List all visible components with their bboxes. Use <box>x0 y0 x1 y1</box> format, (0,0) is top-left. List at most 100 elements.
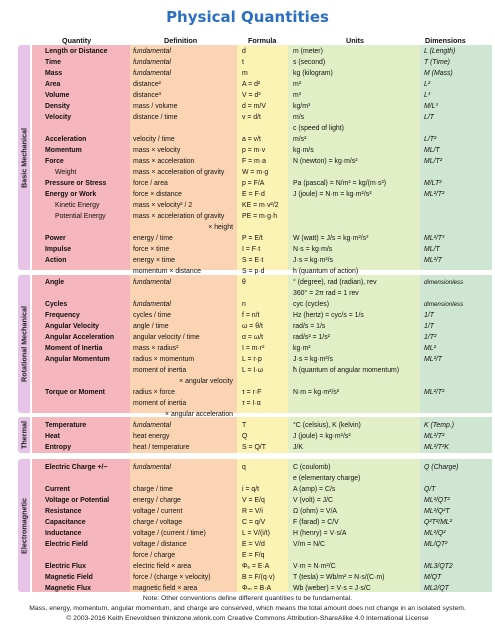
table-row: × angular velocity <box>0 376 495 387</box>
formula-cell: n <box>242 301 246 308</box>
definition-cell: charge / time <box>133 486 173 493</box>
dimensions-cell: ML3/QT2 <box>424 563 453 570</box>
table-row: Angular Momentum radius × momentum L = r·p… <box>0 354 495 365</box>
definition-cell: voltage / (current / time) <box>133 530 206 537</box>
units-cell: kg·m² <box>293 345 311 352</box>
quantity-cell: Potential Energy <box>55 213 106 220</box>
quantity-cell: Volume <box>45 92 70 99</box>
page-title: Physical Quantities <box>166 8 329 26</box>
dimensions-cell: 1/T² <box>424 334 437 341</box>
band-quantity <box>32 417 130 453</box>
definition-cell: mass × velocity² / 2 <box>133 202 193 209</box>
table-row: Area distance² A = d² m² L² <box>0 79 495 90</box>
definition-cell: fundamental <box>133 59 171 66</box>
units-cell: rad/s² = 1/s² <box>293 334 330 341</box>
table-row: Mass fundamental m kg (kilogram) M (Mass) <box>0 68 495 79</box>
definition-cell: mass × radius² <box>133 345 179 352</box>
band-dimensions <box>420 417 492 453</box>
formula-cell: Φₑ = E·A <box>242 563 270 570</box>
table-row: Volume distance³ V = d³ m³ L³ <box>0 90 495 101</box>
units-cell: rad/s = 1/s <box>293 323 326 330</box>
units-cell: kg/m³ <box>293 103 311 110</box>
units-cell: ħ (quantum of angular momentum) <box>293 367 400 374</box>
dimensions-cell: ML²/T² <box>424 191 445 198</box>
dimensions-cell: L/T <box>424 114 434 121</box>
definition-cell: fundamental <box>133 464 171 471</box>
dimensions-cell: M (Mass) <box>424 70 453 77</box>
quantity-cell: Momentum <box>45 147 82 154</box>
formula-cell: B = F/(q·v) <box>242 574 275 581</box>
dimensions-cell: K (Temp.) <box>424 422 454 429</box>
section-basic-mechanical: Basic Mechanical <box>18 45 30 270</box>
table-row: Velocity distance / time v = d/t m/s L/T <box>0 112 495 123</box>
quantity-cell: Capacitance <box>45 519 86 526</box>
formula-cell: E = V/d <box>242 541 265 548</box>
units-cell: s (second) <box>293 59 326 66</box>
quantity-cell: Moment of Inertia <box>45 345 103 352</box>
definition-cell: angular velocity / time <box>133 334 200 341</box>
dimensions-cell: ML²/Q² <box>424 530 446 537</box>
formula-cell: a = v/t <box>242 136 261 143</box>
quantity-cell: Entropy <box>45 444 72 451</box>
definition-cell: mass / volume <box>133 103 178 110</box>
formula-cell: PE = m·g·h <box>242 213 278 220</box>
quantity-cell: Inductance <box>45 530 82 537</box>
units-cell: J (joule) = N·m = kg·m²/s² <box>293 191 372 198</box>
formula-cell: Φₘ = B·A <box>242 585 272 592</box>
footer-note: Note: Other conventions define different… <box>142 595 353 602</box>
table-row: Cycles fundamental n cyc (cycles) dimensionl… <box>0 299 495 310</box>
definition-cell: mass × velocity <box>133 147 181 154</box>
formula-cell: C = q/V <box>242 519 266 526</box>
formula-cell: V = d³ <box>242 92 261 99</box>
quantity-cell: Angular Momentum <box>45 356 110 363</box>
formula-cell: d = m/V <box>242 103 266 110</box>
dimensions-cell: ML²/T² <box>424 389 445 396</box>
table-row: Voltage or Potential energy / charge V = E… <box>0 495 495 506</box>
dimensions-cell: 1/T <box>424 312 434 319</box>
table-row: Impulse force × time I = F·t N·s = kg·m/s ML… <box>0 244 495 255</box>
definition-cell: mass × acceleration of gravity <box>133 169 225 176</box>
formula-cell: T <box>242 422 247 429</box>
band-units <box>288 417 420 453</box>
dimensions-cell: ML/T <box>424 147 440 154</box>
dimensions-cell: M/QT <box>424 574 442 581</box>
definition-cell: mass × acceleration of gravity <box>133 213 225 220</box>
definition-cell: voltage / distance <box>133 541 187 548</box>
table-row: Entropy heat / temperature S = Q/T J/K ML²/T… <box>0 442 495 453</box>
dimensions-cell: ML²/T² <box>424 433 445 440</box>
section-thermal: Thermal <box>18 417 30 453</box>
quantity-cell: Density <box>45 103 70 110</box>
dimensions-cell: M/LT² <box>424 180 442 187</box>
dimensions-cell: L³ <box>424 92 431 99</box>
table-row: Electric Field voltage / distance E = V/d V… <box>0 539 495 550</box>
band-formula <box>237 45 288 270</box>
units-cell: h (quantum of action) <box>293 268 359 275</box>
definition-cell: × angular velocity <box>179 378 233 385</box>
table-row: Time fundamental t s (second) T (Time) <box>0 57 495 68</box>
band-units <box>288 275 420 413</box>
formula-cell: i = q/t <box>242 486 260 493</box>
definition-cell: × angular acceleration <box>165 411 233 418</box>
units-cell: °C (celsius), K (kelvin) <box>293 422 361 429</box>
dimensions-cell: ML²/T <box>424 356 442 363</box>
band-formula <box>237 417 288 453</box>
definition-cell: × height <box>208 224 233 231</box>
table-row: Acceleration velocity / time a = v/t m/s² L/… <box>0 134 495 145</box>
dimensions-cell: L (Length) <box>424 48 456 55</box>
table-row: × angular acceleration <box>0 409 495 420</box>
units-cell: N (newton) = kg·m/s² <box>293 158 358 165</box>
formula-cell: m <box>242 70 248 77</box>
dimensions-cell: ML/T <box>424 246 440 253</box>
units-cell: V/m = N/C <box>293 541 325 548</box>
quantity-cell: Electric Field <box>45 541 88 548</box>
table-row: e (elementary charge) <box>0 473 495 484</box>
quantity-cell: Voltage or Potential <box>45 497 110 504</box>
definition-cell: mass × acceleration <box>133 158 195 165</box>
table-row: momentum × distance S = p·d h (quantum of … <box>0 266 495 277</box>
definition-cell: charge / voltage <box>133 519 183 526</box>
table-row: Inductance voltage / (current / time) L = … <box>0 528 495 539</box>
footer-copyright: © 2003-2016 Keith Enevoldsen thinkzone.w… <box>66 615 429 622</box>
dimensions-cell: Q (Charge) <box>424 464 459 471</box>
formula-cell: S = Q/T <box>242 444 266 451</box>
units-cell: J/K <box>293 444 303 451</box>
